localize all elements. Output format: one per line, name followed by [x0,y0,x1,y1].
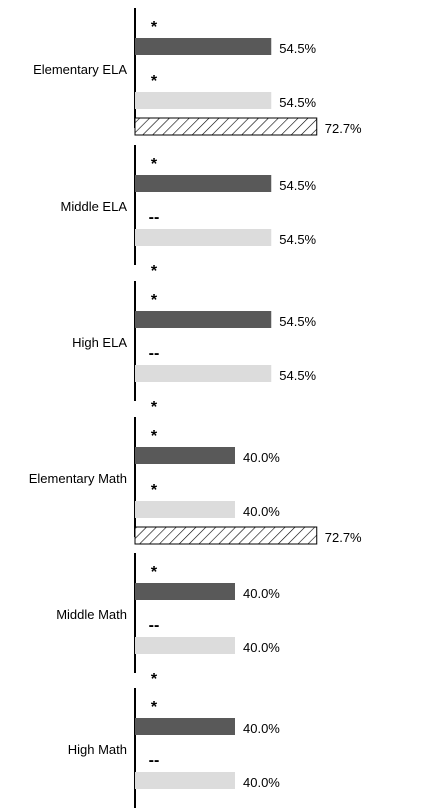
category-label: High Math [68,742,127,757]
asterisk-marker: * [151,699,158,716]
value-label: 72.7% [325,530,362,545]
bar [135,447,235,464]
bar-group: Elementary Math 40.0% * 40.0% * 72.7% [29,417,362,545]
bar [134,526,318,545]
asterisk-marker: * [151,399,158,416]
category-label: High ELA [72,335,127,350]
bar-group: Elementary ELA 54.5% * 54.5% * 72.7% [33,8,362,136]
bar-group: Middle ELA 54.5% * 54.5% -- * [61,145,317,280]
value-label: 72.7% [325,121,362,136]
bar [135,229,272,246]
category-label: Elementary ELA [33,62,127,77]
category-label: Middle ELA [61,199,128,214]
category-label: Elementary Math [29,471,127,486]
bar [135,175,272,192]
value-label: 54.5% [279,368,316,383]
value-label: 54.5% [279,232,316,247]
chart-groups: Elementary ELA 54.5% * 54.5% * 72.7% Middle EL… [29,8,362,808]
asterisk-marker: * [151,263,158,280]
value-label: 40.0% [243,775,280,790]
bar [134,117,318,136]
bar [135,501,235,518]
asterisk-marker: * [151,73,158,90]
value-label: 54.5% [279,314,316,329]
bar [135,311,272,328]
bar [135,92,272,109]
value-label: 54.5% [279,41,316,56]
bar [135,637,235,654]
bar [135,772,235,789]
asterisk-marker: * [151,292,158,309]
asterisk-marker: * [151,564,158,581]
suppressed-marker: -- [149,752,160,769]
value-label: 40.0% [243,504,280,519]
suppressed-marker: -- [149,209,160,226]
asterisk-marker: * [151,671,158,688]
asterisk-marker: * [151,806,158,808]
bar [135,38,272,55]
bar [135,365,272,382]
value-label: 40.0% [243,640,280,655]
asterisk-marker: * [151,19,158,36]
value-label: 40.0% [243,586,280,601]
suppressed-marker: -- [149,345,160,362]
value-label: 40.0% [243,450,280,465]
bar-group: Middle Math 40.0% * 40.0% -- * [56,553,280,688]
asterisk-marker: * [151,156,158,173]
value-label: 54.5% [279,95,316,110]
value-label: 40.0% [243,721,280,736]
category-label: Middle Math [56,607,127,622]
bar-group: High ELA 54.5% * 54.5% -- * [72,281,317,416]
asterisk-marker: * [151,482,158,499]
asterisk-marker: * [151,428,158,445]
bar-group: High Math 40.0% * 40.0% -- * [68,688,280,808]
bar [135,718,235,735]
bar [135,583,235,600]
value-label: 54.5% [279,178,316,193]
suppressed-marker: -- [149,617,160,634]
